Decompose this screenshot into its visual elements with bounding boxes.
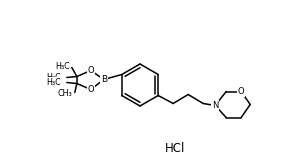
Text: O: O	[238, 87, 244, 96]
Text: H₃C: H₃C	[55, 62, 70, 71]
Text: H₃C: H₃C	[46, 73, 61, 82]
Text: O: O	[87, 85, 94, 94]
Text: O: O	[87, 66, 94, 75]
Text: HCl: HCl	[165, 141, 185, 155]
Text: B: B	[101, 75, 107, 84]
Text: N: N	[212, 101, 218, 110]
Text: CH₃: CH₃	[57, 89, 72, 98]
Text: H₃C: H₃C	[46, 78, 61, 87]
Text: N: N	[212, 101, 218, 110]
